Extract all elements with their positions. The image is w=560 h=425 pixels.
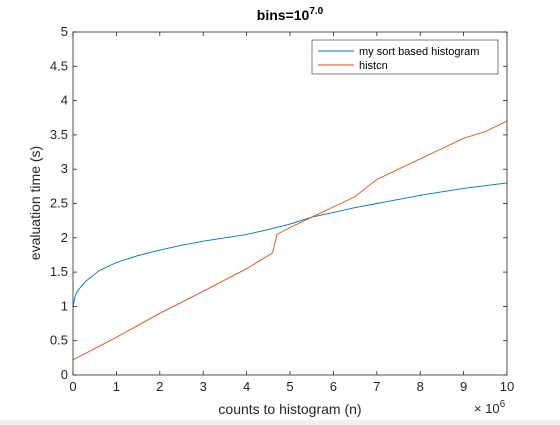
x-tick-label: 3 [200, 379, 207, 394]
y-tick-label: 4 [61, 93, 68, 108]
x-axis-multiplier-exponent: 6 [500, 399, 506, 410]
x-tick-label: 1 [113, 379, 120, 394]
legend: my sort based histogram histcn [312, 40, 498, 74]
chart-title-base: bins=10 [257, 7, 310, 23]
y-tick-label: 0 [61, 367, 68, 382]
x-axis-multiplier: × 106 [474, 399, 506, 416]
legend-label-my-sort-based-histogram: my sort based histogram [359, 46, 479, 58]
y-tick-label: 2.5 [50, 196, 68, 211]
x-axis-label: counts to histogram (n) [218, 401, 361, 417]
y-axis-label: evaluation time (s) [27, 146, 43, 260]
x-tick-label: 10 [500, 379, 514, 394]
y-tick-label: 1 [61, 298, 68, 313]
y-tick-label: 5 [61, 24, 68, 39]
legend-label-histcn: histcn [359, 60, 388, 72]
y-tick-label: 4.5 [50, 58, 68, 73]
chart-title: bins=107.0 [257, 6, 324, 23]
plot-area [73, 32, 507, 375]
y-tick-label: 3.5 [50, 127, 68, 142]
x-tick-label: 8 [417, 379, 424, 394]
y-tick-label: 1.5 [50, 264, 68, 279]
x-tick-label: 6 [330, 379, 337, 394]
x-tick-label: 2 [156, 379, 163, 394]
x-axis-multiplier-base: × 10 [474, 401, 500, 416]
chart-title-superscript: 7.0 [309, 6, 323, 17]
x-tick-label: 0 [69, 379, 76, 394]
x-tick-label: 4 [243, 379, 250, 394]
y-tick-label: 2 [61, 230, 68, 245]
y-tick-label: 3 [61, 161, 68, 176]
x-tick-label: 7 [373, 379, 380, 394]
x-tick-label: 5 [286, 379, 293, 394]
y-tick-label: 0.5 [50, 333, 68, 348]
x-tick-label: 9 [460, 379, 467, 394]
